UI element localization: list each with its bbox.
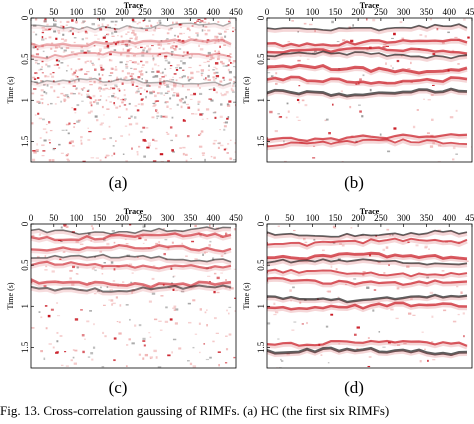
seismic-traces [267,224,472,368]
x-axis-title: Trace [124,207,144,216]
plot-frame [30,17,237,163]
y-tick-label: 1 [20,98,30,103]
x-tick-label: 50 [49,7,59,17]
x-tick-label: 200 [115,7,129,17]
panel-a: 0 50 100 150 200 250 300 350 400 450 Trace 0 0.5 1 1.5… [6,1,243,170]
y-tick-label: 1.5 [256,135,266,147]
panel-d-label: (d) [344,378,364,397]
x-tick-label: 150 [329,213,343,223]
y-tick-label: 0.5 [256,53,266,65]
plot-frame [266,223,473,369]
x-tick-label: 0 [265,213,270,223]
x-tick-label: 300 [161,7,175,17]
seismic-plot-c: 0 50 100 150 200 250 300 350 400 450 Trace 0 0.5 1 1.5… [6,207,243,369]
x-tick-label: 250 [374,213,388,223]
x-tick-label: 450 [465,213,474,223]
y-tick-label: 0 [256,15,266,20]
x-axis-title: Trace [124,1,144,10]
x-tick-label: 100 [306,213,320,223]
x-tick-label: 350 [420,7,434,17]
y-tick-label: 1 [20,304,30,309]
seismic-plot-a: 0 50 100 150 200 250 300 350 400 450 Trace 0 0.5 1 1.5… [6,1,243,163]
y-tick-label: 1.5 [256,341,266,353]
x-tick-label: 350 [184,213,198,223]
x-axis-title: Trace [360,207,380,216]
y-tick-label: 0.5 [20,259,30,271]
x-tick-label: 400 [206,7,220,17]
y-tick-label: 0 [256,221,266,226]
x-tick-label: 100 [70,7,84,17]
seismic-traces [267,18,472,162]
panel-a-label: (a) [108,173,128,192]
figure-caption: Fig. 13. Cross-correlation gaussing of R… [0,403,390,418]
x-tick-label: 450 [229,213,243,223]
x-tick-label: 400 [442,213,456,223]
x-tick-label: 50 [49,213,59,223]
seismic-traces [31,18,236,162]
x-tick-label: 200 [351,213,365,223]
x-tick-label: 50 [285,7,295,17]
y-tick-label: 1.5 [20,341,30,353]
x-tick-label: 400 [206,213,220,223]
panel-c-label: (c) [108,378,128,397]
seismic-plot-d: 0 50 100 150 200 250 300 350 400 450 Trace 0 0.5 1 1.5… [242,207,474,369]
x-tick-label: 150 [93,213,107,223]
plot-frame [30,223,237,369]
y-tick-label: 1 [256,98,266,103]
x-tick-label: 350 [420,213,434,223]
y-tick-label: 1 [256,304,266,309]
y-tick-label: 0.5 [256,259,266,271]
x-tick-label: 100 [70,213,84,223]
x-tick-label: 0 [29,213,34,223]
y-tick-label: 0 [20,15,30,20]
y-axis-title: Time (s) [6,282,15,309]
x-tick-label: 300 [397,213,411,223]
plot-frame [266,17,473,163]
x-tick-label: 200 [115,213,129,223]
x-tick-label: 400 [442,7,456,17]
x-tick-label: 0 [29,7,34,17]
y-axis-title: Time (s) [242,76,251,103]
x-tick-label: 250 [138,7,152,17]
x-tick-label: 150 [93,7,107,17]
x-tick-label: 250 [374,7,388,17]
x-tick-label: 200 [351,7,365,17]
panel-b-label: (b) [344,173,364,192]
x-tick-label: 0 [265,7,270,17]
panel-d: 0 50 100 150 200 250 300 350 400 450 Trace 0 0.5 1 1.5… [242,207,474,376]
x-tick-label: 300 [161,213,175,223]
y-axis-title: Time (s) [242,282,251,309]
y-tick-label: 1.5 [20,135,30,147]
y-axis-title: Time (s) [6,76,15,103]
x-tick-label: 250 [138,213,152,223]
x-tick-label: 300 [397,7,411,17]
y-tick-label: 0 [20,221,30,226]
panel-b: 0 50 100 150 200 250 300 350 400 450 Trace 0 0.5 1 1.5… [242,1,474,170]
x-tick-label: 350 [184,7,198,17]
seismic-traces [31,224,236,368]
x-tick-label: 450 [465,7,474,17]
x-tick-label: 450 [229,7,243,17]
x-tick-label: 50 [285,213,295,223]
y-tick-label: 0.5 [20,53,30,65]
panel-c: 0 50 100 150 200 250 300 350 400 450 Trace 0 0.5 1 1.5… [6,207,243,376]
x-axis-title: Trace [360,1,380,10]
seismic-plot-b: 0 50 100 150 200 250 300 350 400 450 Trace 0 0.5 1 1.5… [242,1,474,163]
x-tick-label: 150 [329,7,343,17]
x-tick-label: 100 [306,7,320,17]
